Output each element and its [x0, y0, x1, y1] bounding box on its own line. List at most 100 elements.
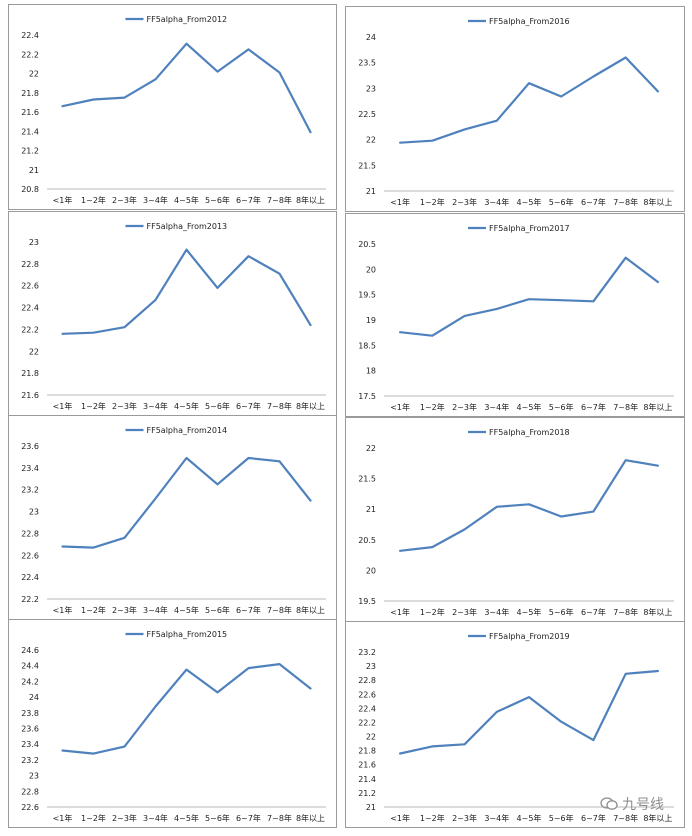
- y-tick-label: 22.4: [21, 304, 39, 313]
- chart-panel: FF5alpha_From2016 21 21.5 22 22.5 23 23.5 24 <1年…: [345, 6, 685, 212]
- x-tick-label: 5~6年: [549, 607, 574, 617]
- x-tick-label: 1~2年: [420, 813, 445, 823]
- line-chart: FF5alpha_From2012 20.8 21 21.2 21.4 21.6 21.8 2…: [21, 15, 326, 205]
- y-tick-label: 22: [366, 136, 376, 145]
- x-tick-label: 7~8年: [267, 195, 292, 205]
- y-tick-label: 23.4: [21, 740, 39, 749]
- y-tick-label: 22.6: [21, 282, 39, 291]
- y-tick-label: 22.4: [21, 31, 39, 40]
- x-tick-label: 4~5年: [174, 813, 199, 823]
- y-tick-label: 23.4: [21, 464, 39, 473]
- legend: FF5alpha_From2012: [125, 15, 227, 24]
- watermark: 九号线: [600, 794, 664, 814]
- y-tick-label: 22.6: [21, 551, 39, 560]
- x-tick-label: 1~2年: [420, 197, 445, 207]
- y-tick-label: 22.8: [358, 676, 376, 685]
- x-tick-label: 7~8年: [613, 813, 638, 823]
- x-tick-label: <1年: [390, 197, 410, 207]
- y-tick-label: 23: [29, 772, 39, 781]
- y-tick-label: 23.8: [21, 709, 39, 718]
- y-tick-label: 23.2: [21, 486, 39, 495]
- legend: FF5alpha_From2014: [125, 426, 228, 435]
- y-tick-label: 19.5: [358, 291, 376, 300]
- chart-panel: FF5alpha_From2012 20.8 21 21.2 21.4 21.6 21.8 2…: [8, 4, 337, 210]
- series-line: [61, 662, 312, 755]
- x-tick-label: 3~4年: [143, 401, 168, 411]
- x-tick-label: <1年: [53, 401, 73, 411]
- legend-label: FF5alpha_From2019: [489, 632, 570, 641]
- legend: FF5alpha_From2013: [125, 222, 227, 231]
- legend-label: FF5alpha_From2017: [489, 224, 570, 233]
- y-tick-label: 23.2: [358, 648, 376, 657]
- x-tick-label: 8年以上: [643, 607, 672, 617]
- y-tick-label: 22.4: [358, 704, 376, 713]
- line-chart: FF5alpha_From2016 21 21.5 22 22.5 23 23.5 24 <1年…: [358, 17, 674, 207]
- x-tick-label: 6~7年: [581, 813, 606, 823]
- y-tick-label: 22.2: [21, 325, 39, 334]
- y-tick-label: 20.5: [358, 536, 376, 545]
- x-tick-label: 2~3年: [112, 195, 137, 205]
- x-tick-label: 3~4年: [143, 605, 168, 615]
- y-tick-label: 22.2: [21, 595, 39, 604]
- y-tick-label: 22.4: [21, 573, 39, 582]
- y-tick-label: 23.5: [358, 59, 376, 68]
- x-tick-label: 3~4年: [484, 402, 509, 412]
- x-tick-label: 1~2年: [81, 401, 106, 411]
- y-tick-label: 21: [366, 187, 376, 196]
- y-tick-label: 24.4: [21, 662, 39, 671]
- y-tick-label: 19: [366, 316, 376, 325]
- chart-panel: FF5alpha_From2017 17.5 18 18.5 19 19.5 20 20.5 <…: [345, 213, 685, 417]
- legend-label: FF5alpha_From2018: [489, 428, 570, 437]
- x-tick-label: 3~4年: [143, 195, 168, 205]
- x-tick-label: 8年以上: [296, 401, 325, 411]
- legend: FF5alpha_From2019: [468, 632, 570, 641]
- legend: FF5alpha_From2018: [468, 428, 570, 437]
- series-line: [398, 459, 659, 552]
- line-chart: FF5alpha_From2013 21.6 21.8 22 22.2 22.4 22.6 2…: [21, 222, 326, 411]
- y-tick-label: 22.2: [358, 718, 376, 727]
- x-tick-label: 1~2年: [420, 402, 445, 412]
- chat-bubbles-icon: [600, 797, 618, 810]
- x-tick-label: 2~3年: [452, 813, 477, 823]
- x-tick-label: 6~7年: [236, 813, 261, 823]
- line-chart: FF5alpha_From2018 19.5 20 20.5 21 21.5 22 <1年 1~…: [358, 428, 674, 617]
- chart-panel: FF5alpha_From2018 19.5 20 20.5 21 21.5 22 <1年 1~…: [345, 417, 685, 622]
- x-tick-label: 4~5年: [517, 607, 542, 617]
- y-tick-label: 21.8: [21, 89, 39, 98]
- x-tick-label: 4~5年: [517, 813, 542, 823]
- series-line: [398, 56, 659, 144]
- series-line: [398, 256, 659, 337]
- x-tick-label: 5~6年: [205, 813, 230, 823]
- y-tick-label: 21.4: [358, 775, 376, 784]
- x-tick-label: <1年: [53, 605, 73, 615]
- y-tick-label: 22.6: [358, 690, 376, 699]
- x-tick-label: 8年以上: [643, 813, 672, 823]
- y-tick-label: 21.2: [358, 789, 376, 798]
- x-tick-label: 7~8年: [613, 402, 638, 412]
- x-tick-label: 2~3年: [452, 607, 477, 617]
- y-tick-label: 17.5: [358, 392, 376, 401]
- legend: FF5alpha_From2015: [125, 630, 227, 639]
- x-tick-label: 3~4年: [484, 813, 509, 823]
- y-tick-label: 22.8: [21, 260, 39, 269]
- legend: FF5alpha_From2017: [468, 224, 570, 233]
- series-line: [398, 669, 659, 755]
- y-tick-label: 22.2: [21, 50, 39, 59]
- x-tick-label: <1年: [390, 402, 410, 412]
- x-tick-label: 8年以上: [296, 813, 325, 823]
- y-tick-label: 24.6: [21, 646, 39, 655]
- y-tick-label: 18.5: [358, 341, 376, 350]
- y-tick-label: 22.8: [21, 529, 39, 538]
- x-tick-label: 6~7年: [236, 401, 261, 411]
- series-line: [61, 248, 312, 335]
- y-tick-label: 24: [366, 33, 376, 42]
- line-chart: FF5alpha_From2014 22.2 22.4 22.6 22.8 23 23.2 2…: [21, 426, 326, 615]
- line-chart: FF5alpha_From2017 17.5 18 18.5 19 19.5 20 20.5 <…: [358, 224, 674, 412]
- series-line: [61, 42, 312, 134]
- y-tick-label: 21: [29, 166, 39, 175]
- y-tick-label: 24.2: [21, 677, 39, 686]
- x-tick-label: 5~6年: [549, 197, 574, 207]
- legend-label: FF5alpha_From2014: [147, 426, 228, 435]
- x-tick-label: 6~7年: [581, 402, 606, 412]
- x-tick-label: 4~5年: [174, 401, 199, 411]
